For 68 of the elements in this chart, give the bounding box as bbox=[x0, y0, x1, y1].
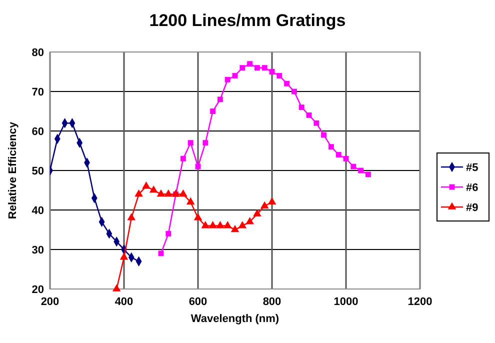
point bbox=[156, 189, 166, 197]
x-tick-label: 800 bbox=[262, 296, 282, 308]
point bbox=[217, 96, 223, 102]
x-tick-label: 200 bbox=[40, 296, 60, 308]
point bbox=[358, 168, 364, 174]
point bbox=[276, 72, 282, 78]
point bbox=[246, 217, 254, 224]
point bbox=[149, 185, 158, 193]
point bbox=[134, 189, 143, 197]
chart-title: 1200 Lines/mm Gratings bbox=[149, 11, 346, 30]
point bbox=[224, 76, 230, 82]
point bbox=[247, 61, 253, 67]
x-tick-label: 1000 bbox=[334, 296, 358, 308]
x-tick-label: 1200 bbox=[408, 296, 432, 308]
x-axis-title: Wavelength (nm) bbox=[190, 313, 280, 325]
point bbox=[260, 201, 269, 208]
y-tick-label: 30 bbox=[32, 244, 44, 256]
y-tick-label: 70 bbox=[32, 86, 44, 98]
point bbox=[314, 120, 320, 126]
point bbox=[284, 80, 290, 86]
legend-label: #6 bbox=[466, 182, 478, 194]
point bbox=[230, 224, 240, 232]
point bbox=[343, 156, 349, 162]
point bbox=[350, 164, 356, 170]
point bbox=[142, 181, 150, 189]
y-tick-label: 60 bbox=[32, 126, 44, 138]
point bbox=[216, 220, 224, 228]
point bbox=[269, 69, 275, 74]
point bbox=[194, 213, 202, 220]
point bbox=[210, 108, 216, 114]
point bbox=[240, 65, 246, 71]
point bbox=[201, 220, 210, 228]
point bbox=[238, 220, 247, 228]
legend-label: #9 bbox=[466, 202, 478, 214]
y-tick-label: 80 bbox=[32, 47, 44, 59]
point bbox=[254, 65, 260, 71]
y-tick-label: 40 bbox=[32, 205, 44, 217]
point bbox=[158, 250, 164, 256]
x-tick-label: 400 bbox=[114, 296, 134, 308]
y-tick-label: 50 bbox=[32, 166, 44, 178]
point bbox=[188, 140, 194, 146]
point bbox=[262, 65, 268, 71]
point bbox=[336, 152, 342, 158]
point bbox=[232, 72, 238, 78]
point bbox=[321, 132, 327, 138]
legend-label: #5 bbox=[466, 162, 478, 174]
point bbox=[195, 164, 201, 170]
point bbox=[291, 88, 297, 94]
y-tick-label: 20 bbox=[32, 284, 44, 296]
point bbox=[208, 220, 217, 228]
point bbox=[306, 112, 312, 118]
point bbox=[365, 172, 371, 178]
point bbox=[112, 284, 121, 292]
point bbox=[186, 197, 195, 205]
point bbox=[202, 140, 208, 146]
point bbox=[179, 189, 188, 197]
point bbox=[268, 197, 276, 205]
point bbox=[328, 144, 334, 150]
point bbox=[127, 213, 136, 220]
point bbox=[298, 104, 304, 110]
point bbox=[166, 230, 172, 236]
y-axis-title: Relative Efficiency bbox=[7, 121, 19, 220]
point bbox=[223, 220, 232, 228]
point bbox=[164, 189, 173, 197]
point bbox=[180, 156, 186, 162]
point bbox=[253, 209, 262, 216]
point bbox=[120, 252, 128, 260]
x-tick-label: 600 bbox=[188, 296, 208, 308]
